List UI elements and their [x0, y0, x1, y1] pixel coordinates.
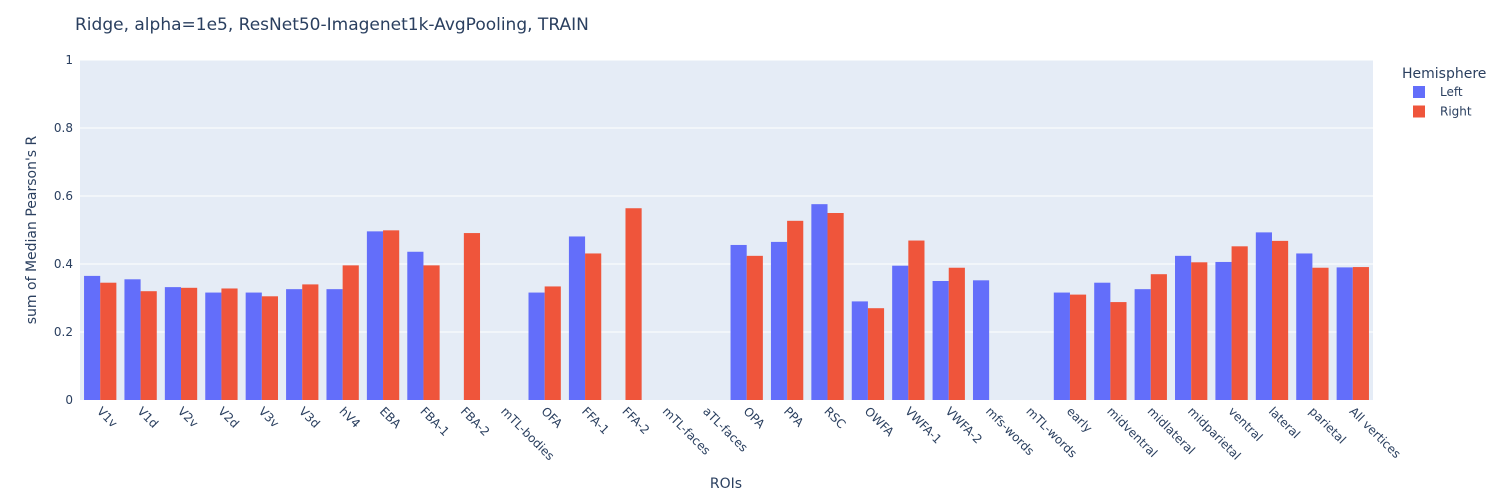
bar-left-lateral[interactable] — [1255, 232, 1272, 400]
x-axis-title: ROIs — [710, 476, 742, 492]
bar-right-VWFA-2[interactable] — [948, 267, 965, 400]
x-tick-label: lateral — [1266, 404, 1303, 441]
x-tick-label: ventral — [1225, 404, 1265, 444]
bar-left-V2v[interactable] — [164, 287, 182, 400]
legend-label-right[interactable]: Right — [1440, 105, 1472, 119]
bar-right-FFA-2[interactable] — [625, 208, 642, 400]
bar-right-early[interactable] — [1069, 294, 1087, 400]
bar-right-midventral[interactable] — [1110, 302, 1127, 400]
bar-right-All vertices[interactable] — [1352, 267, 1369, 400]
x-tick-label: V1d — [134, 404, 160, 430]
bar-right-midlateral[interactable] — [1150, 274, 1167, 400]
bar-left-V1d[interactable] — [124, 279, 141, 400]
y-tick-label: 0.2 — [54, 325, 73, 339]
x-tick-label: VWFA-1 — [902, 404, 944, 446]
x-tick-label: EBA — [377, 404, 404, 431]
legend-swatch-right[interactable] — [1413, 105, 1425, 118]
bar-right-VWFA-1[interactable] — [908, 240, 925, 400]
legend-title: Hemisphere — [1402, 66, 1486, 82]
x-tick-label: RSC — [821, 404, 848, 431]
bar-right-parietal[interactable] — [1312, 267, 1329, 400]
y-axis-ticks: 0 0.2 0.4 0.6 0.8 1 — [54, 53, 73, 407]
x-axis-ticks: V1v V1d V2v V2d V3v V3d hV4 EBA FBA-1 FBA-2 mTL-bo… — [94, 404, 1403, 463]
bar-right-V2d[interactable] — [221, 288, 238, 400]
bar-right-ventral[interactable] — [1231, 246, 1248, 400]
y-tick-label: 0.6 — [54, 189, 73, 203]
bar-left-midparietal[interactable] — [1175, 255, 1192, 400]
x-tick-label: FFA-2 — [619, 404, 652, 437]
bar-left-FBA-1[interactable] — [407, 251, 424, 400]
bar-right-EBA[interactable] — [383, 230, 400, 400]
bar-left-VWFA-2[interactable] — [932, 281, 949, 400]
bar-right-PPA[interactable] — [787, 220, 804, 400]
bar-right-OWFA[interactable] — [867, 308, 885, 400]
x-tick-label: V1v — [94, 404, 120, 430]
bar-right-FBA-1[interactable] — [423, 265, 440, 400]
legend-label-left[interactable]: Left — [1440, 85, 1463, 99]
bar-right-lateral[interactable] — [1271, 240, 1289, 400]
bar-left-V3d[interactable] — [286, 289, 303, 400]
bar-right-V3v[interactable] — [261, 296, 278, 400]
y-axis-title: sum of Median Pearson's R — [24, 135, 40, 324]
x-tick-label: hV4 — [337, 404, 363, 430]
bar-right-RSC[interactable] — [827, 213, 844, 400]
y-tick-label: 0.8 — [54, 121, 73, 135]
bar-left-hV4[interactable] — [326, 289, 343, 400]
x-tick-label: V3d — [296, 404, 322, 430]
x-tick-label: PPA — [781, 404, 807, 430]
bar-left-OFA[interactable] — [528, 292, 545, 400]
bars — [84, 204, 1369, 400]
y-tick-label: 1 — [65, 53, 73, 67]
bar-right-FBA-2[interactable] — [463, 233, 481, 400]
bar-right-hV4[interactable] — [342, 265, 359, 400]
bar-left-PPA[interactable] — [770, 241, 788, 400]
bar-left-midventral[interactable] — [1094, 282, 1111, 400]
bar-left-mfs-words[interactable] — [972, 280, 990, 400]
x-tick-label: OWFA — [862, 404, 897, 439]
x-tick-label: OPA — [741, 404, 769, 432]
x-tick-label: FBA-2 — [458, 404, 493, 439]
bar-left-OPA[interactable] — [730, 244, 747, 400]
x-tick-label: FBA-1 — [417, 404, 452, 439]
bar-right-OPA[interactable] — [746, 255, 763, 400]
bar-left-parietal[interactable] — [1296, 253, 1313, 400]
bar-left-midlateral[interactable] — [1134, 289, 1151, 400]
x-tick-label: early — [1064, 404, 1095, 435]
bar-right-midparietal[interactable] — [1191, 262, 1208, 400]
bar-right-FFA-1[interactable] — [585, 253, 602, 400]
chart-title: Ridge, alpha=1e5, ResNet50-Imagenet1k-Av… — [75, 15, 589, 35]
bar-left-V2d[interactable] — [205, 292, 222, 400]
bar-left-FFA-1[interactable] — [568, 236, 586, 400]
x-tick-label: VWFA-2 — [943, 404, 985, 446]
y-tick-label: 0 — [65, 393, 73, 407]
bar-right-V3d[interactable] — [302, 284, 319, 400]
legend[interactable]: Hemisphere Left Right — [1402, 66, 1486, 119]
bar-right-OFA[interactable] — [544, 286, 561, 400]
x-tick-label: V2v — [175, 404, 201, 430]
bar-left-VWFA-1[interactable] — [892, 265, 909, 400]
bar-left-ventral[interactable] — [1215, 261, 1232, 400]
bar-left-RSC[interactable] — [811, 204, 828, 400]
bar-right-V1d[interactable] — [140, 291, 157, 400]
x-tick-label: parietal — [1306, 404, 1348, 446]
x-tick-label: OFA — [539, 404, 566, 431]
legend-swatch-left[interactable] — [1413, 86, 1425, 98]
bar-left-V1v[interactable] — [84, 275, 101, 400]
x-tick-label: FFA-1 — [579, 404, 612, 437]
x-tick-label: All vertices — [1347, 404, 1404, 461]
x-tick-label: V2d — [215, 404, 241, 430]
bar-left-early[interactable] — [1053, 292, 1070, 400]
bar-right-V2v[interactable] — [181, 287, 198, 400]
bar-left-OWFA[interactable] — [851, 301, 868, 400]
bar-left-All vertices[interactable] — [1336, 267, 1353, 400]
bar-left-EBA[interactable] — [366, 231, 384, 400]
bar-right-V1v[interactable] — [100, 282, 117, 400]
bar-left-V3v[interactable] — [245, 292, 262, 400]
y-tick-label: 0.4 — [54, 257, 73, 271]
x-tick-label: V3v — [256, 404, 282, 430]
